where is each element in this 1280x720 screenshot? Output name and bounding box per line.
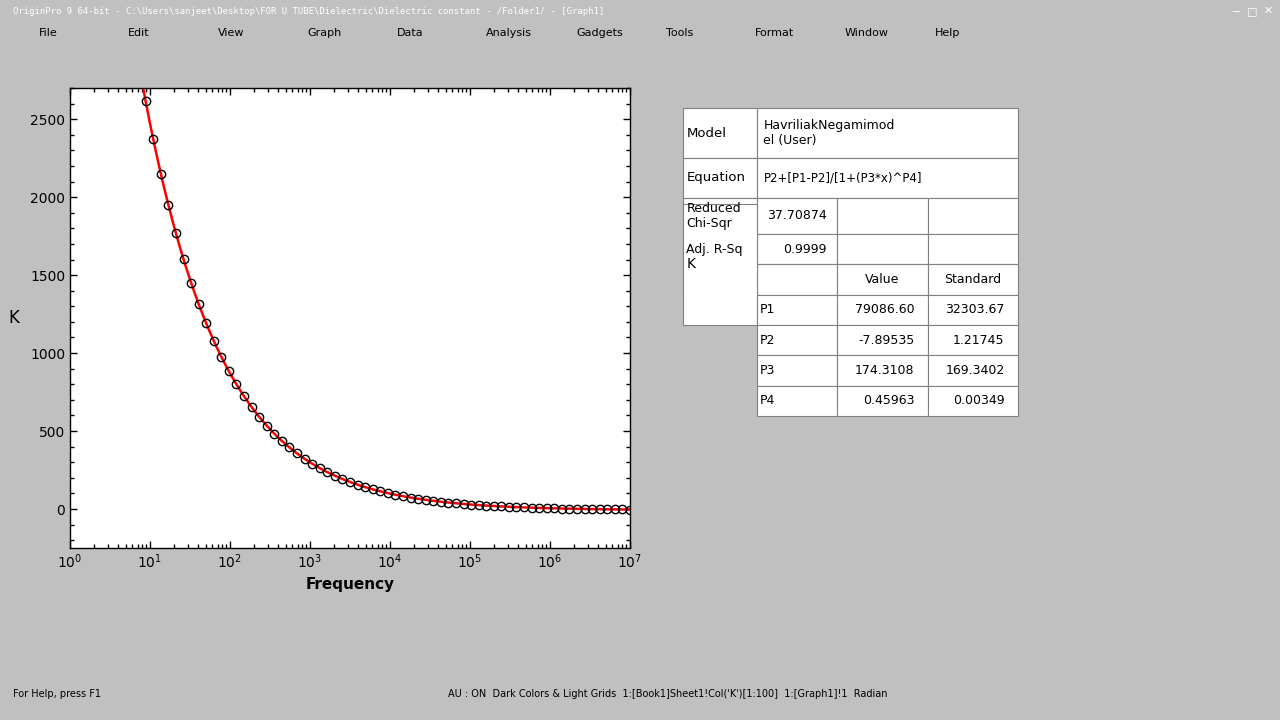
Bar — [756, 108, 1018, 158]
Text: Analysis: Analysis — [486, 28, 532, 38]
Text: P1: P1 — [760, 303, 776, 316]
Text: OriginPro 9 64-bit - C:\Users\sanjeet\Desktop\FOR U TUBE\Dielectric\Dielectric c: OriginPro 9 64-bit - C:\Users\sanjeet\De… — [13, 6, 604, 16]
Bar — [928, 264, 1018, 294]
Bar — [837, 264, 928, 294]
Text: 169.3402: 169.3402 — [946, 364, 1005, 377]
Bar — [837, 198, 928, 234]
Text: Window: Window — [845, 28, 888, 38]
Text: Gadgets: Gadgets — [576, 28, 623, 38]
Bar — [928, 234, 1018, 264]
Bar — [756, 234, 837, 264]
Bar — [837, 325, 928, 355]
Bar — [684, 204, 756, 325]
Bar — [928, 294, 1018, 325]
Text: 79086.60: 79086.60 — [855, 303, 914, 316]
Text: Adj. R-Sq: Adj. R-Sq — [686, 243, 742, 256]
Text: 37.70874: 37.70874 — [767, 210, 827, 222]
Bar — [756, 325, 837, 355]
Text: 0.9999: 0.9999 — [783, 243, 827, 256]
Bar — [684, 108, 756, 158]
Bar — [928, 325, 1018, 355]
Text: Edit: Edit — [128, 28, 150, 38]
Bar — [837, 294, 928, 325]
Text: P3: P3 — [760, 364, 776, 377]
Bar — [684, 198, 756, 234]
Text: For Help, press F1: For Help, press F1 — [13, 689, 101, 699]
Text: 174.3108: 174.3108 — [855, 364, 914, 377]
Bar — [837, 234, 928, 264]
Bar — [756, 294, 837, 325]
Bar — [837, 355, 928, 386]
Y-axis label: K: K — [8, 309, 19, 327]
Bar — [756, 198, 837, 234]
Bar — [756, 386, 837, 416]
Text: Data: Data — [397, 28, 424, 38]
Text: 1.21745: 1.21745 — [954, 333, 1005, 346]
Text: P2: P2 — [760, 333, 776, 346]
Text: Format: Format — [755, 28, 795, 38]
Text: Help: Help — [934, 28, 960, 38]
Text: HavriliakNegamimod
el (User): HavriliakNegamimod el (User) — [763, 119, 895, 147]
Bar — [928, 355, 1018, 386]
Text: 0.45963: 0.45963 — [863, 395, 914, 408]
Text: Reduced
Chi-Sqr: Reduced Chi-Sqr — [686, 202, 741, 230]
Text: Standard: Standard — [945, 273, 1001, 286]
Text: Tools: Tools — [666, 28, 692, 38]
Text: K: K — [686, 257, 695, 271]
Text: Value: Value — [865, 273, 900, 286]
Text: P2+[P1-P2]/[1+(P3*x)^P4]: P2+[P1-P2]/[1+(P3*x)^P4] — [763, 171, 922, 184]
Text: ─: ─ — [1231, 6, 1239, 16]
Bar — [756, 355, 837, 386]
Text: □: □ — [1247, 6, 1257, 16]
X-axis label: Frequency: Frequency — [306, 577, 394, 592]
Text: Model: Model — [686, 127, 726, 140]
Text: 32303.67: 32303.67 — [945, 303, 1005, 316]
Text: AU : ON  Dark Colors & Light Grids  1:[Book1]Sheet1!Col('K')[1:100]  1:[Graph1]!: AU : ON Dark Colors & Light Grids 1:[Boo… — [448, 689, 887, 699]
Bar — [684, 158, 756, 198]
Bar — [684, 234, 756, 264]
Bar — [928, 386, 1018, 416]
Text: ✕: ✕ — [1263, 6, 1274, 16]
Text: 0.00349: 0.00349 — [954, 395, 1005, 408]
Bar — [928, 198, 1018, 234]
Text: Graph: Graph — [307, 28, 342, 38]
Bar — [684, 264, 756, 294]
Bar — [756, 264, 837, 294]
Bar — [837, 386, 928, 416]
Text: -7.89535: -7.89535 — [858, 333, 914, 346]
Text: Equation: Equation — [686, 171, 745, 184]
Text: File: File — [38, 28, 58, 38]
Bar — [756, 158, 1018, 198]
Text: View: View — [218, 28, 244, 38]
Text: P4: P4 — [760, 395, 776, 408]
